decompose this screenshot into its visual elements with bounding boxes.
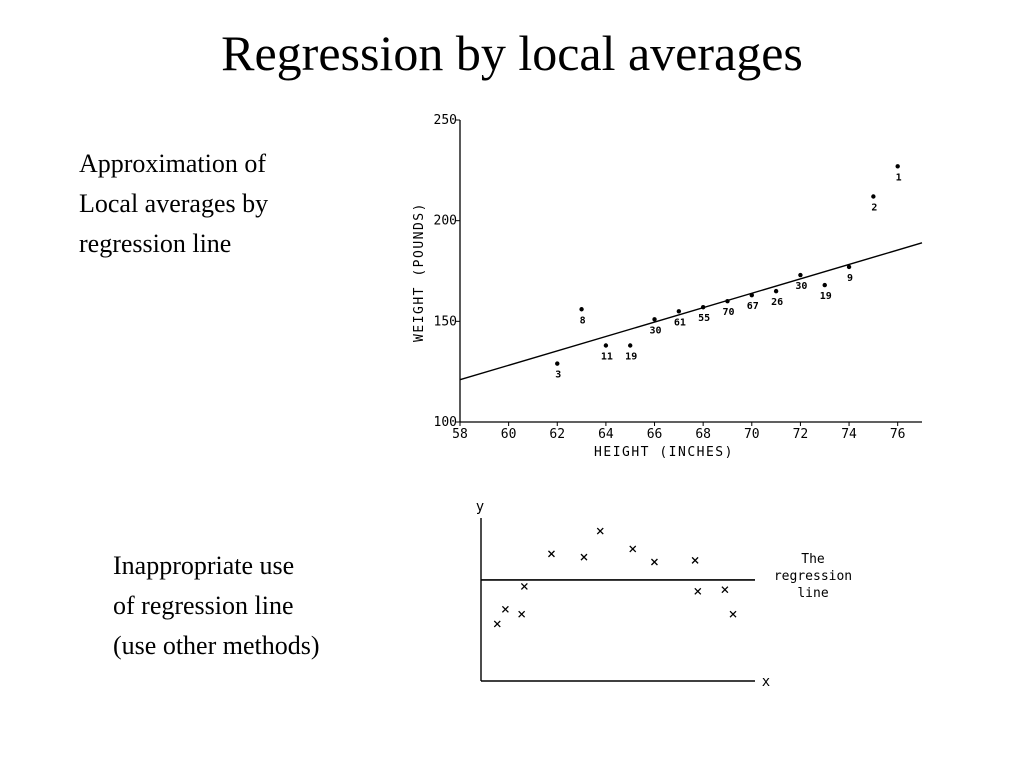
chart2-point-cross: [694, 587, 702, 595]
chart1-point: [749, 292, 754, 298]
chart1-point: [652, 317, 657, 322]
chart2-point-cross: [548, 550, 555, 558]
chart2-point-cross: [501, 605, 509, 613]
chart1-x-tick-label: 76: [890, 427, 906, 442]
chart1-y-tick-label: 100: [434, 415, 457, 430]
chart1-point-label: 70: [722, 307, 734, 318]
chart1-x-tick-label: 68: [695, 427, 711, 442]
chart1-point-label: 2: [871, 203, 877, 214]
chart1-x-axis-label: HEIGHT (INCHES): [594, 445, 734, 460]
caption-bottom: Inappropriate use of regression line (us…: [113, 546, 320, 666]
chart1-point: [895, 164, 900, 169]
chart2-annotation-line: line: [797, 586, 828, 601]
chart1-x-tick-label: 62: [549, 427, 565, 442]
chart1-point-label: 30: [650, 325, 662, 336]
chart2-point-cross: [691, 556, 699, 564]
caption-top-line: Approximation of: [79, 149, 267, 178]
chart1-point: [725, 299, 730, 304]
chart1-point: [773, 288, 779, 294]
chart1-point-label: 8: [580, 315, 586, 326]
chart1-x-tick-label: 72: [793, 427, 809, 442]
caption-bottom-line: (use other methods): [113, 631, 320, 660]
chart1-x-tick-label: 66: [647, 427, 663, 442]
height-weight-chart: HEIGHT (INCHES) WEIGHT (POUNDS) 58 60 62 64…: [412, 113, 923, 460]
chart1-y-tick-label: 250: [434, 113, 457, 128]
chart1-point-label: 26: [771, 297, 783, 308]
chart1-x-tick-label: 60: [501, 427, 517, 442]
chart2-x-axis-label: x: [762, 674, 770, 690]
chart1-point: [676, 309, 682, 314]
caption-bottom-line: of regression line: [113, 591, 294, 620]
chart1-point: [603, 343, 609, 348]
chart1-point-label: 1: [896, 172, 902, 183]
chart1-point: [555, 361, 560, 366]
chart2-annotation-line: The: [801, 552, 825, 567]
chart2-point-cross: [493, 620, 501, 628]
chart1-y-axis-label: WEIGHT (POUNDS): [412, 202, 427, 342]
chart1-point: [798, 272, 803, 278]
chart1-point: [700, 305, 706, 310]
chart2-point-cross: [520, 583, 528, 590]
chart2-point-cross: [518, 610, 526, 618]
chart2-annotation-line: regression: [774, 569, 852, 584]
chart2-point-cross: [629, 545, 637, 553]
chart1-y-tick-label: 200: [434, 214, 457, 229]
chart2-point-cross: [580, 553, 588, 561]
caption-top-line: regression line: [79, 229, 232, 258]
chart1-x-tick-label: 64: [598, 427, 614, 442]
chart1-point: [846, 264, 852, 270]
chart1-point-label: 19: [625, 351, 637, 362]
slide-title: Regression by local averages: [221, 25, 803, 81]
caption-top: Approximation of Local averages by regre…: [79, 144, 268, 264]
inappropriate-regression-chart: y x The regression line: [476, 499, 852, 690]
chart1-point-label: 30: [795, 281, 807, 292]
chart1-y-tick-label: 150: [434, 314, 457, 329]
chart1-point-label: 19: [820, 291, 832, 302]
chart1-point-label: 11: [601, 351, 613, 362]
chart2-point-cross: [729, 610, 737, 618]
chart1-point-label: 9: [847, 273, 853, 284]
chart1-point: [628, 343, 633, 348]
chart1-point: [579, 307, 584, 312]
chart1-x-tick-label: 74: [841, 427, 857, 442]
caption-top-line: Local averages by: [79, 189, 269, 218]
caption-bottom-line: Inappropriate use: [113, 551, 295, 580]
chart2-point-cross: [721, 586, 729, 594]
chart1-point-label: 61: [674, 317, 686, 328]
chart2-point-cross: [650, 558, 658, 566]
chart1-point: [871, 194, 876, 199]
chart2-y-axis-label: y: [476, 499, 484, 515]
chart1-x-tick-label: 58: [452, 427, 468, 442]
chart1-point-label: 55: [698, 313, 710, 324]
chart1-x-tick-label: 70: [744, 427, 760, 442]
chart1-point: [822, 282, 827, 288]
chart2-point-cross: [596, 527, 604, 535]
chart1-point-label: 3: [555, 370, 561, 381]
chart1-point-label: 67: [747, 301, 759, 312]
chart1-regression-line: [459, 242, 923, 381]
